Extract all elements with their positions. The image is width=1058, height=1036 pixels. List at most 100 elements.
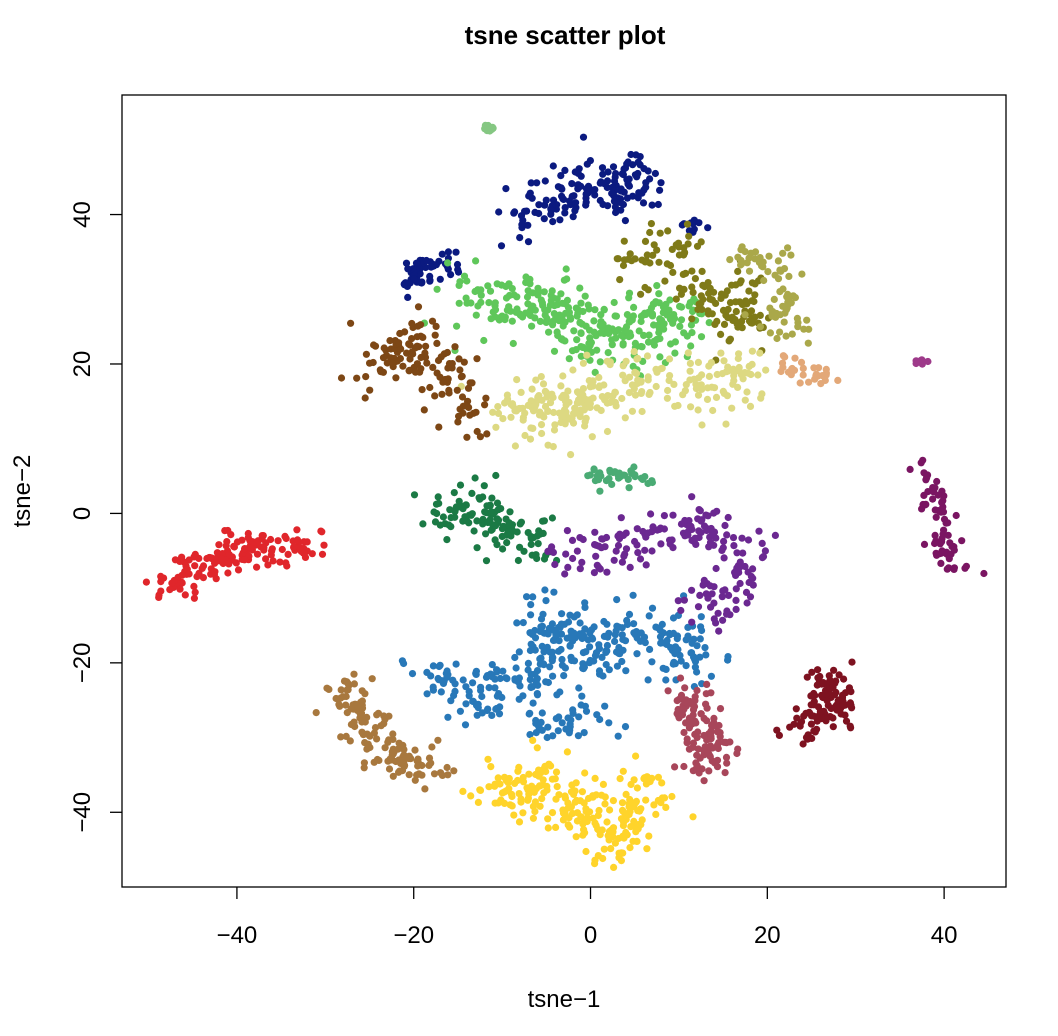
- data-point: [839, 702, 847, 710]
- data-point: [790, 720, 798, 728]
- data-point: [803, 316, 811, 324]
- data-point: [240, 556, 249, 564]
- data-point: [650, 321, 658, 329]
- data-point: [681, 684, 689, 692]
- data-point: [841, 711, 849, 719]
- data-point: [293, 536, 302, 544]
- data-point: [451, 343, 459, 351]
- data-point: [626, 250, 634, 258]
- data-point: [383, 359, 391, 367]
- data-point: [716, 729, 724, 737]
- data-point: [610, 556, 618, 564]
- data-point: [212, 575, 220, 583]
- data-point: [648, 201, 656, 209]
- y-axis-label: tsne−2: [9, 455, 36, 528]
- data-point: [576, 319, 584, 327]
- data-point: [644, 479, 652, 488]
- data-point: [506, 508, 514, 516]
- data-point: [431, 331, 439, 339]
- data-point: [694, 391, 703, 399]
- data-point: [848, 658, 856, 666]
- data-point: [574, 309, 582, 317]
- data-point: [610, 177, 619, 185]
- data-point: [414, 303, 423, 311]
- data-point: [267, 551, 275, 559]
- data-point: [788, 330, 796, 338]
- data-point: [555, 637, 563, 645]
- data-point: [779, 285, 787, 293]
- data-point: [797, 358, 806, 366]
- data-point: [606, 806, 614, 814]
- data-point: [574, 732, 583, 740]
- data-point: [559, 322, 567, 330]
- data-point: [552, 823, 560, 832]
- data-point: [435, 499, 443, 507]
- data-point: [739, 375, 747, 383]
- data-point: [466, 411, 474, 419]
- data-point: [689, 220, 697, 228]
- data-point: [634, 169, 642, 178]
- data-point: [523, 593, 531, 601]
- data-point: [697, 381, 705, 389]
- data-point: [673, 635, 681, 643]
- data-point: [796, 379, 804, 387]
- data-point: [592, 791, 600, 799]
- data-point: [718, 593, 726, 601]
- data-point: [952, 511, 960, 520]
- data-point: [513, 776, 522, 785]
- data-point: [495, 208, 503, 216]
- data-point: [621, 217, 630, 225]
- data-point: [648, 604, 657, 612]
- data-point: [653, 282, 661, 290]
- data-point: [536, 802, 544, 810]
- cluster-21: [481, 121, 497, 135]
- data-point: [707, 524, 715, 533]
- data-point: [480, 482, 488, 490]
- data-point: [413, 333, 421, 341]
- data-point: [444, 713, 452, 721]
- data-point: [919, 456, 927, 464]
- x-tick-label: 20: [754, 922, 781, 949]
- data-point: [458, 393, 467, 401]
- data-point: [686, 376, 694, 384]
- data-point: [515, 763, 523, 772]
- data-point: [502, 777, 510, 785]
- data-point: [537, 373, 545, 381]
- data-point: [549, 317, 557, 325]
- data-point: [691, 275, 700, 283]
- data-point: [472, 667, 480, 675]
- data-point: [368, 675, 376, 683]
- data-point: [625, 182, 634, 190]
- data-point: [598, 164, 607, 172]
- data-point: [822, 690, 830, 698]
- data-point: [708, 530, 717, 538]
- data-point: [730, 377, 738, 385]
- data-point: [807, 701, 815, 709]
- data-point: [550, 310, 558, 318]
- data-point: [576, 565, 584, 573]
- data-point: [732, 568, 740, 576]
- data-point: [674, 597, 682, 605]
- data-point: [564, 821, 572, 829]
- data-point: [561, 166, 569, 174]
- data-point: [362, 373, 370, 381]
- data-point: [436, 373, 444, 381]
- data-point: [486, 287, 495, 295]
- data-point: [677, 520, 686, 528]
- data-point: [320, 541, 328, 549]
- data-point: [805, 325, 813, 333]
- data-point: [629, 591, 637, 599]
- data-point: [626, 795, 634, 804]
- data-point: [609, 797, 618, 805]
- data-point: [610, 863, 618, 872]
- cluster-1: [400, 248, 463, 301]
- data-point: [392, 374, 400, 382]
- data-point: [551, 560, 559, 569]
- data-point: [434, 356, 443, 365]
- data-point: [542, 678, 550, 686]
- data-point: [505, 520, 513, 529]
- data-point: [446, 506, 454, 514]
- data-point: [638, 407, 646, 416]
- data-point: [660, 320, 668, 328]
- data-point: [705, 372, 714, 380]
